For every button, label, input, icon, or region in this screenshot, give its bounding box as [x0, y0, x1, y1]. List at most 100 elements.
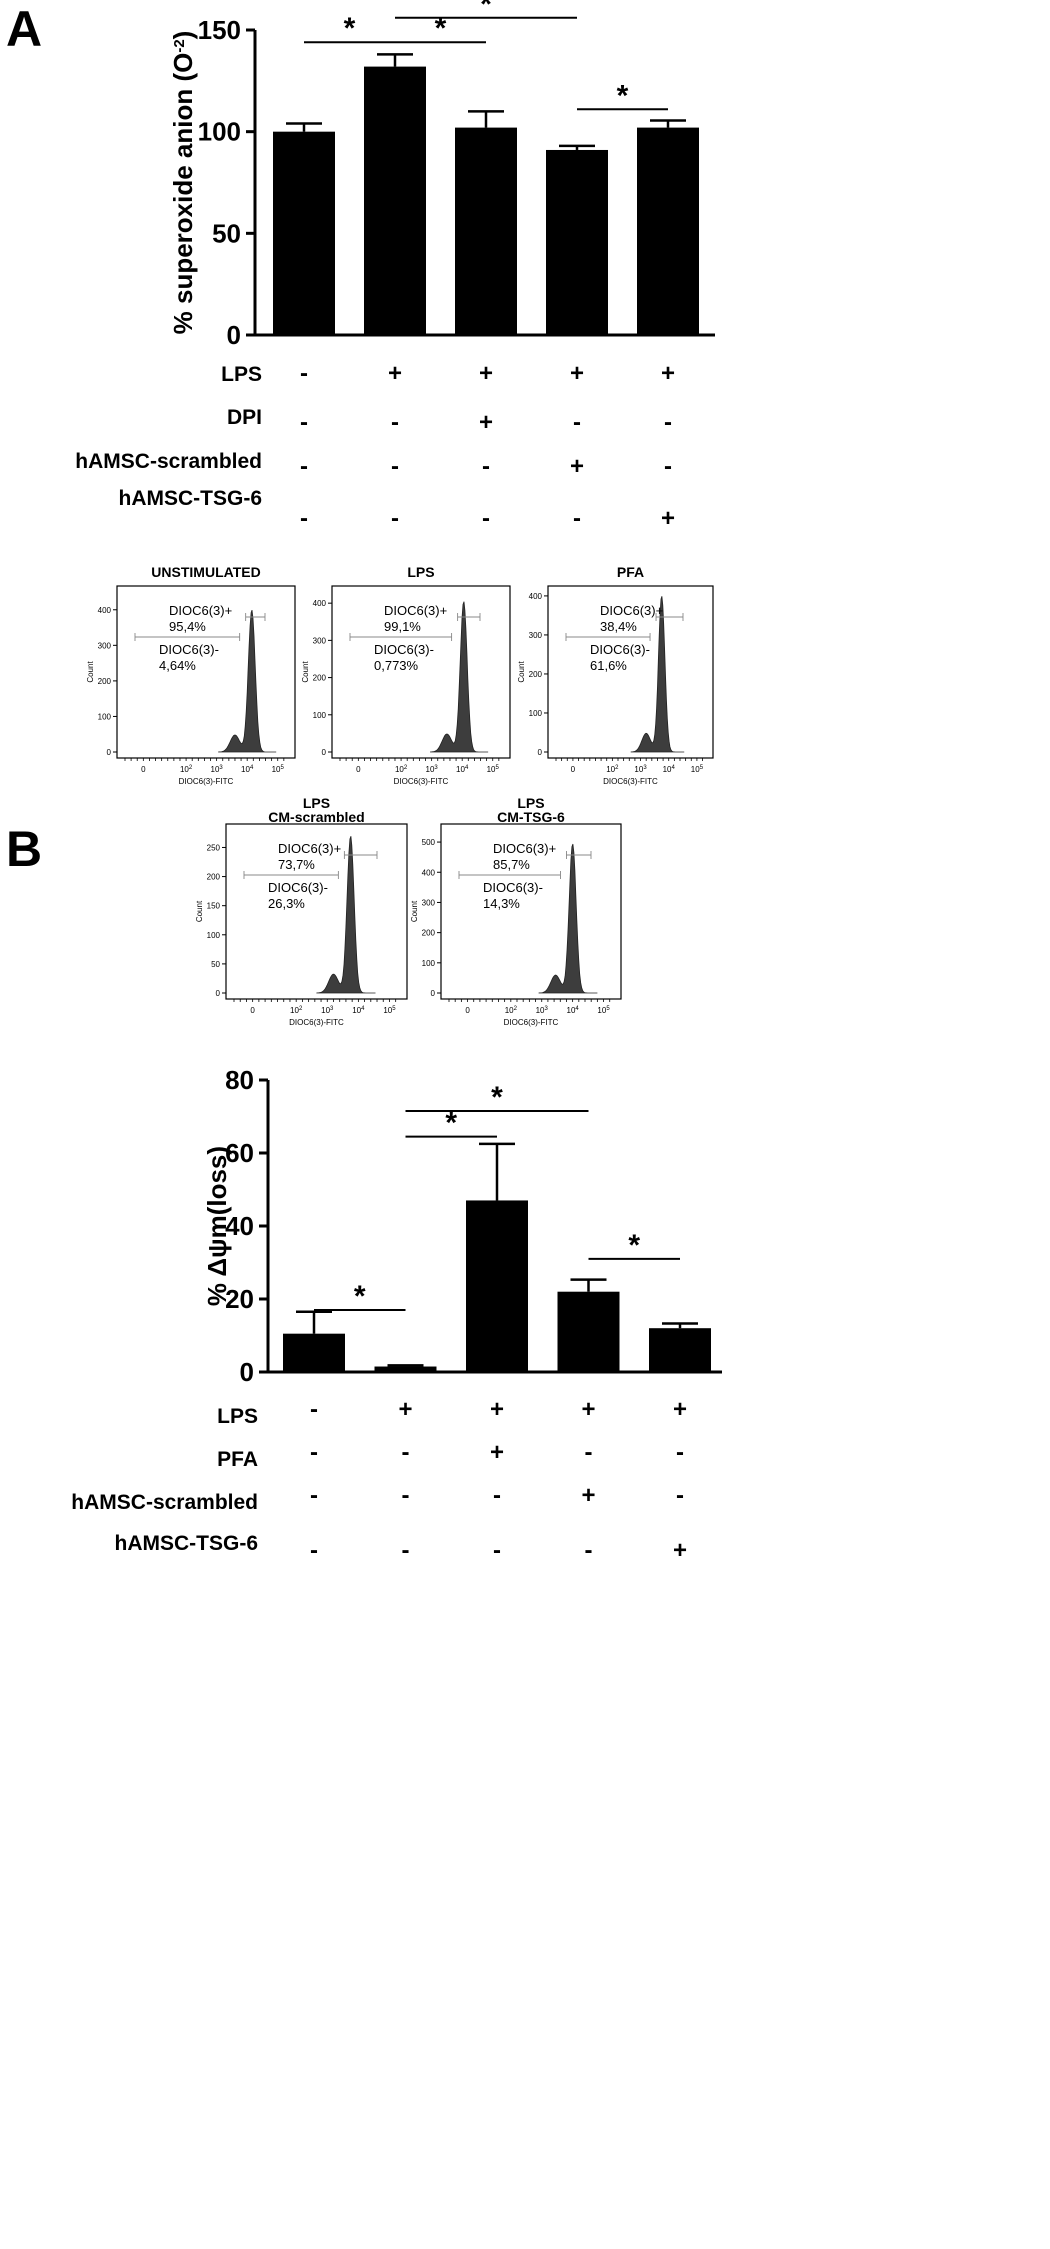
negative-gate-percent: 26,3%: [268, 896, 305, 911]
significance-star: *: [628, 1229, 640, 1262]
histogram-y-tick-label: 50: [211, 960, 220, 969]
condition-sign: -: [300, 453, 308, 480]
histogram-x-tick-label: 103: [426, 765, 439, 774]
histogram-x-tick-exponent: 2: [615, 765, 619, 771]
condition-sign: -: [310, 1439, 318, 1466]
histogram-x-tick-label: 104: [241, 765, 254, 774]
histogram-x-label: DIOC6(3)-FITC: [179, 777, 234, 786]
condition-sign: -: [573, 505, 581, 532]
bar: [273, 131, 335, 335]
histogram-x-tick-base: 10: [290, 1006, 299, 1015]
condition-sign: +: [490, 1439, 504, 1466]
histogram-y-tick-label: 200: [313, 674, 327, 683]
condition-sign: -: [402, 1537, 410, 1564]
histogram-x-tick-label: 104: [663, 765, 676, 774]
positive-gate-label: DIOC6(3)+: [493, 841, 556, 856]
condition-sign: -: [482, 453, 490, 480]
histogram-frame: [547, 585, 714, 759]
condition-sign: -: [585, 1439, 593, 1466]
histogram-x-tick-base: 10: [505, 1006, 514, 1015]
histogram-peak: [538, 843, 598, 994]
condition-sign: -: [493, 1482, 501, 1509]
condition-sign: -: [585, 1537, 593, 1564]
histogram-x-tick-base: 10: [241, 765, 250, 774]
condition-label: hAMSC-TSG-6: [115, 1532, 259, 1555]
histogram-x-tick-exponent: 2: [404, 765, 408, 771]
condition-sign: +: [581, 1396, 595, 1423]
y-tick-label: 100: [198, 117, 241, 147]
histogram-y-tick-label: 150: [207, 902, 221, 911]
positive-gate-label: DIOC6(3)+: [278, 841, 341, 856]
superoxide-bar-chart: 0 50 100 150% superoxide anion (O-2) * * * * LPS…: [75, 0, 715, 532]
histogram-x-tick-base: 10: [567, 1006, 576, 1015]
histogram-x-tick-exponent: 5: [392, 1006, 396, 1012]
histogram-x-tick-label: 103: [211, 765, 224, 774]
histogram-x-tick-label: 105: [597, 1006, 610, 1015]
histogram-x-tick-label: 0: [571, 765, 576, 774]
condition-sign: +: [581, 1482, 595, 1509]
histogram-x-tick-exponent: 3: [434, 765, 438, 771]
histogram-y-tick-label: 100: [422, 959, 436, 968]
histogram-x-label: DIOC6(3)-FITC: [603, 777, 658, 786]
histogram-y-tick-label: 400: [313, 599, 327, 608]
histogram-title: LPS: [303, 795, 330, 811]
condition-sign: -: [300, 505, 308, 532]
histogram-x-tick-exponent: 4: [465, 765, 469, 771]
histogram-y-tick-label: 100: [207, 931, 221, 940]
histogram-x-tick-exponent: 4: [672, 765, 676, 771]
histogram-x-tick-base: 10: [321, 1006, 330, 1015]
histogram-x-tick-exponent: 4: [361, 1006, 365, 1012]
condition-sign: +: [388, 360, 402, 387]
histogram-x-tick-base: 0: [356, 765, 361, 774]
bar: [557, 1291, 620, 1372]
condition-sign: -: [310, 1482, 318, 1509]
positive-gate-label: DIOC6(3)+: [384, 603, 447, 618]
histogram-y-tick-label: 200: [529, 670, 543, 679]
histogram-x-label: DIOC6(3)-FITC: [504, 1018, 559, 1027]
histogram-x-tick-exponent: 5: [700, 765, 704, 771]
condition-sign: +: [673, 1537, 687, 1564]
histogram-x-tick-label: 102: [606, 765, 619, 774]
y-tick-label: 20: [225, 1284, 254, 1314]
histogram-x-tick-base: 10: [180, 765, 189, 774]
histogram-y-label: Count: [410, 900, 419, 922]
histogram-y-tick-label: 0: [322, 748, 327, 757]
bar: [364, 66, 426, 335]
positive-gate-percent: 95,4%: [169, 619, 206, 634]
condition-sign: -: [493, 1537, 501, 1564]
histogram-x-tick-exponent: 5: [496, 765, 500, 771]
condition-sign: -: [664, 453, 672, 480]
condition-sign: -: [310, 1396, 318, 1423]
negative-gate-label: DIOC6(3)-: [159, 642, 219, 657]
histogram-x-tick-label: 104: [456, 765, 469, 774]
y-tick-label: 0: [227, 320, 241, 350]
histogram-x-tick-exponent: 3: [545, 1006, 549, 1012]
histogram-x-tick-exponent: 5: [281, 765, 285, 771]
histogram-y-tick-label: 200: [422, 929, 436, 938]
histogram-x-tick-label: 102: [290, 1006, 303, 1015]
histogram-y-tick-label: 400: [529, 592, 543, 601]
histogram-y-label: Count: [86, 661, 95, 683]
condition-sign: -: [300, 409, 308, 436]
significance-star: *: [445, 1107, 457, 1140]
histogram-x-tick-exponent: 2: [514, 1006, 518, 1012]
condition-sign: -: [482, 505, 490, 532]
condition-label: PFA: [217, 1448, 258, 1471]
histogram-y-tick-label: 0: [216, 989, 221, 998]
bar: [455, 127, 517, 335]
histogram-x-tick-label: 0: [356, 765, 361, 774]
histogram-y-tick-label: 0: [107, 748, 112, 757]
histogram-x-tick-base: 0: [250, 1006, 255, 1015]
significance-star: *: [435, 12, 447, 45]
y-tick-label: 80: [225, 1065, 254, 1095]
condition-sign: -: [402, 1439, 410, 1466]
histogram-y-tick-label: 200: [98, 677, 112, 686]
condition-sign: +: [570, 453, 584, 480]
histogram-y-tick-label: 300: [529, 631, 543, 640]
histogram-peak: [430, 601, 489, 753]
histogram-y-tick-label: 300: [98, 641, 112, 650]
condition-sign: -: [676, 1482, 684, 1509]
histogram-title: UNSTIMULATED: [151, 564, 260, 580]
histogram-x-tick-label: 105: [272, 765, 285, 774]
